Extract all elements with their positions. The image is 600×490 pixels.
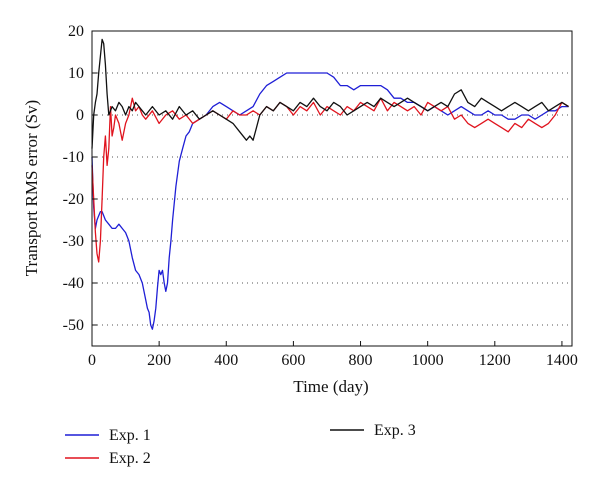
x-tick-label-2: 400 xyxy=(214,352,238,369)
x-tick-label-6: 1200 xyxy=(479,352,511,369)
x-tick-label-7: 1400 xyxy=(546,352,578,369)
series-line-2 xyxy=(91,97,569,263)
x-axis-title: Time (day) xyxy=(293,377,368,396)
plot-frame xyxy=(91,30,573,347)
legend-label-1: Exp. 1 xyxy=(109,427,151,444)
x-tick-label-0: 0 xyxy=(88,352,96,369)
y-tick-label-0: -50 xyxy=(63,317,84,334)
grid-lines xyxy=(92,72,572,326)
series-lines xyxy=(91,38,569,330)
legend-label-2: Exp. 2 xyxy=(109,450,151,467)
y-tick-label-2: -30 xyxy=(63,233,84,250)
series-line-1 xyxy=(91,72,569,330)
series-line-3 xyxy=(91,38,569,149)
axis-ticks: 0 200 400 600 800 1000 1200 1400-50-40-30-20-10… xyxy=(63,23,578,369)
y-tick-label-7: 20 xyxy=(68,23,84,40)
y-tick-label-5: 0 xyxy=(76,107,84,124)
y-tick-label-6: 10 xyxy=(68,65,84,82)
y-tick-label-3: -20 xyxy=(63,191,84,208)
legend: Exp. 1 Exp. 2 Exp. 3 xyxy=(65,422,416,467)
y-tick-label-4: -10 xyxy=(63,149,84,166)
x-tick-label-1: 200 xyxy=(147,352,171,369)
x-tick-label-5: 1000 xyxy=(412,352,444,369)
legend-label-3: Exp. 3 xyxy=(374,422,416,439)
x-tick-label-4: 800 xyxy=(349,352,373,369)
y-tick-label-1: -40 xyxy=(63,275,84,292)
y-axis-title: Transport RMS error (Sv) xyxy=(22,100,41,276)
x-tick-label-3: 600 xyxy=(281,352,305,369)
